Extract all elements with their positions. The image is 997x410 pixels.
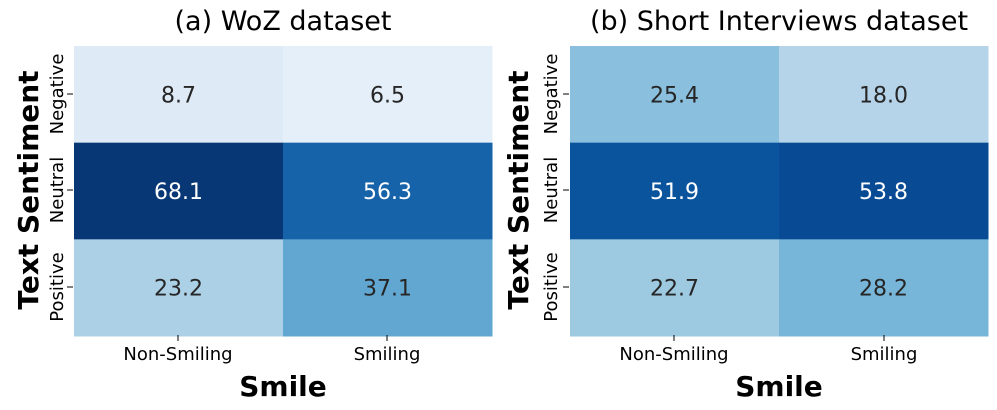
cell-value-label-a-2-1: 37.1 bbox=[363, 277, 412, 302]
cell-value-label-b-0-0: 25.4 bbox=[650, 83, 699, 108]
heatmap-panel-b: (b) Short Interviews dataset 25.4 18.0 51.… bbox=[502, 6, 989, 403]
y-tick-label-a-0: Negative bbox=[47, 54, 68, 135]
heatmap-cell-a-1-1 bbox=[283, 142, 493, 240]
cell-value-label-b-2-1: 28.2 bbox=[859, 277, 908, 302]
cell-value-label-b-1-1: 53.8 bbox=[859, 180, 908, 205]
heatmap-panel-a: (a) WoZ dataset 8.7 6.5 68.1 56.3 23.2 37.1 N… bbox=[12, 6, 493, 403]
y-tick-label-b-0: Negative bbox=[541, 54, 562, 135]
cell-value-label-a-2-0: 23.2 bbox=[154, 277, 203, 302]
chart-title-b: (b) Short Interviews dataset bbox=[590, 6, 968, 37]
cell-value-label-b-1-0: 51.9 bbox=[650, 180, 699, 205]
heatmap-cell-a-2-1 bbox=[283, 239, 493, 337]
heatmap-cells-a: 8.7 6.5 68.1 56.3 23.2 37.1 bbox=[74, 46, 493, 337]
heatmap-cell-a-0-0 bbox=[74, 46, 284, 144]
x-tick-label-a-0: Non-Smiling bbox=[123, 344, 232, 365]
x-tick-label-a-1: Smiling bbox=[354, 344, 421, 365]
x-axis-label-a: Smile bbox=[239, 370, 327, 403]
x-axis-label-b: Smile bbox=[735, 370, 823, 403]
heatmap-cells-b: 25.4 18.0 51.9 53.8 22.7 28.2 bbox=[570, 46, 989, 337]
heatmap-cell-b-1-1 bbox=[779, 142, 989, 240]
cell-value-label-a-1-1: 56.3 bbox=[363, 180, 412, 205]
y-tick-label-a-2: Positive bbox=[47, 252, 68, 321]
heatmap-cell-b-1-0 bbox=[570, 142, 780, 240]
heatmap-cell-b-2-0 bbox=[570, 239, 780, 337]
x-tick-label-b-1: Smiling bbox=[851, 344, 918, 365]
y-tick-label-b-1: Neutral bbox=[541, 157, 562, 223]
y-axis-label-b: Text Sentiment bbox=[502, 70, 535, 309]
heatmap-cell-a-2-0 bbox=[74, 239, 284, 337]
y-tick-label-a-1: Neutral bbox=[47, 157, 68, 223]
y-axis-label-a: Text Sentiment bbox=[12, 70, 45, 309]
heatmap-cell-b-2-1 bbox=[779, 239, 989, 337]
heatmap-cell-b-0-1 bbox=[779, 46, 989, 144]
cell-value-label-a-0-0: 8.7 bbox=[161, 83, 196, 108]
cell-value-label-b-2-0: 22.7 bbox=[650, 277, 699, 302]
cell-value-label-a-1-0: 68.1 bbox=[154, 180, 203, 205]
heatmap-cell-a-1-0 bbox=[74, 142, 284, 240]
heatmap-cell-a-0-1 bbox=[283, 46, 493, 144]
cell-value-label-b-0-1: 18.0 bbox=[859, 83, 908, 108]
heatmap-cell-b-0-0 bbox=[570, 46, 780, 144]
chart-title-a: (a) WoZ dataset bbox=[175, 6, 392, 37]
y-tick-label-b-2: Positive bbox=[541, 252, 562, 321]
x-tick-label-b-0: Non-Smiling bbox=[619, 344, 728, 365]
cell-value-label-a-0-1: 6.5 bbox=[370, 83, 405, 108]
